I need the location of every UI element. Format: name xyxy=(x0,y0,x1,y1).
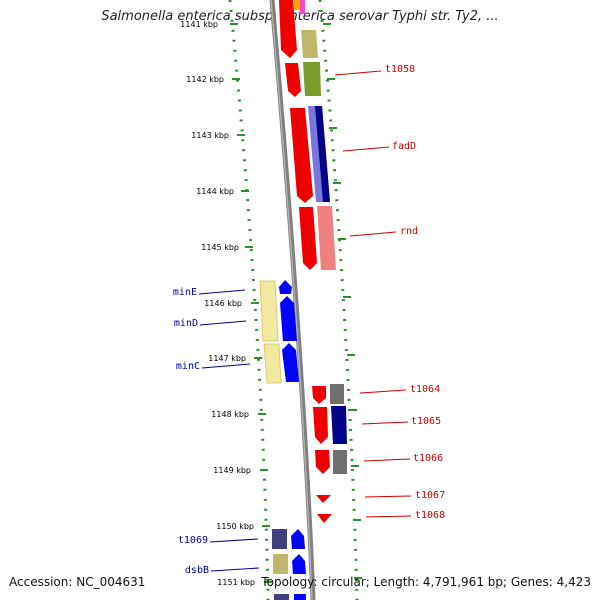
gene-block xyxy=(259,280,279,342)
gene-block xyxy=(333,450,347,474)
gene-group-rnd xyxy=(299,206,336,270)
ruler-tick-label: 1143 kbp xyxy=(191,131,229,140)
gene-arrow xyxy=(291,529,305,549)
reverse-label-leaders xyxy=(198,289,260,572)
leader-line xyxy=(349,231,397,237)
forward-gene-labels: t1058 fadD rnd t1064 t1065 t1066 t1067 t… xyxy=(385,64,445,521)
gene-block xyxy=(331,406,347,444)
ruler-tick-marks xyxy=(230,23,362,583)
gene-label-rnd: rnd xyxy=(400,226,418,237)
gene-label-fadD: fadD xyxy=(392,141,416,152)
gene-arrow xyxy=(279,280,292,294)
ruler-tick-label: 1147 kbp xyxy=(208,354,246,363)
gene-block xyxy=(263,343,282,384)
ruler-tick-label: 1144 kbp xyxy=(196,187,234,196)
gene-arrow xyxy=(313,407,328,444)
gene-label-minC: minC xyxy=(176,361,200,372)
gene-arrow xyxy=(279,0,297,58)
gene-label-dsbB: dsbB xyxy=(185,565,209,576)
gene-label-t1068: t1068 xyxy=(415,510,445,521)
gene-label-t1069: t1069 xyxy=(178,535,208,546)
topology-text: Topology: circular; Length: 4,791,961 bp… xyxy=(261,575,591,589)
ruler-tick-label: 1142 kbp xyxy=(186,75,224,84)
leader-line xyxy=(364,495,412,498)
gene-label-t1065: t1065 xyxy=(411,416,441,427)
gene-group-t1058 xyxy=(285,62,321,97)
gene-block xyxy=(330,384,344,404)
genome-backbone-highlight xyxy=(270,0,313,600)
ruler-labels: 1141 kbp 1142 kbp 1143 kbp 1144 kbp 1145… xyxy=(180,20,255,587)
gene-label-minE: minE xyxy=(173,287,197,298)
leader-line xyxy=(363,458,411,462)
gene-arrow xyxy=(315,450,330,474)
gene-arrow xyxy=(290,108,313,203)
gene-arrow xyxy=(299,207,317,270)
genome-title: Salmonella enterica subsp. enterica sero… xyxy=(101,9,499,24)
genome-backbone xyxy=(269,0,316,600)
gene-arrow xyxy=(280,296,297,341)
leader-line xyxy=(198,289,246,295)
gene-block xyxy=(301,30,318,58)
gene-arrow xyxy=(285,63,301,97)
leader-line xyxy=(359,389,407,394)
accession-text: Accession: NC_004631 xyxy=(9,575,146,589)
gene-block xyxy=(294,0,300,10)
gene-block xyxy=(274,594,289,600)
gene-block xyxy=(294,594,306,600)
gene-arrow xyxy=(282,343,299,382)
forward-label-leaders xyxy=(334,70,412,518)
ruler-tick-label: 1148 kbp xyxy=(211,410,249,419)
gene-block xyxy=(273,554,288,574)
gene-label-t1058: t1058 xyxy=(385,64,415,75)
gene-label-t1064: t1064 xyxy=(410,384,440,395)
ruler-tick-label: 1141 kbp xyxy=(180,20,218,29)
gene-group-t1069-dsbB xyxy=(272,529,306,600)
leader-line xyxy=(365,515,412,518)
gene-arrow xyxy=(317,514,332,523)
gene-group-min xyxy=(259,280,299,384)
gene-label-t1067: t1067 xyxy=(415,490,445,501)
gene-group-fadD xyxy=(290,106,330,203)
gene-block xyxy=(303,62,321,96)
leader-line xyxy=(209,538,259,543)
ruler-tick-label: 1150 kbp xyxy=(216,522,254,531)
gene-arrow xyxy=(292,554,306,574)
ruler-tick-label: 1149 kbp xyxy=(213,466,251,475)
ruler-tick-label: 1146 kbp xyxy=(204,299,242,308)
gene-block xyxy=(317,206,336,270)
top-gene-fragments xyxy=(279,0,318,58)
leader-line xyxy=(201,363,251,369)
leader-line xyxy=(334,70,382,76)
leader-line xyxy=(210,567,260,572)
ruler-arc-right xyxy=(318,0,359,600)
leader-line xyxy=(199,320,247,326)
gene-group-t1064-t1068 xyxy=(312,384,347,523)
leader-line xyxy=(361,421,409,425)
ruler-tick-label: 1151 kbp xyxy=(217,578,255,587)
gene-block xyxy=(300,0,305,14)
gene-label-minD: minD xyxy=(174,318,198,329)
reverse-gene-labels: minE minD minC t1069 dsbB xyxy=(173,287,209,576)
gene-arrow xyxy=(316,495,331,503)
gene-block xyxy=(272,529,287,549)
gene-arrow xyxy=(312,386,326,404)
leader-line xyxy=(342,146,390,152)
ruler-tick-label: 1145 kbp xyxy=(201,243,239,252)
gene-label-t1066: t1066 xyxy=(413,453,443,464)
gene-block xyxy=(315,106,330,202)
